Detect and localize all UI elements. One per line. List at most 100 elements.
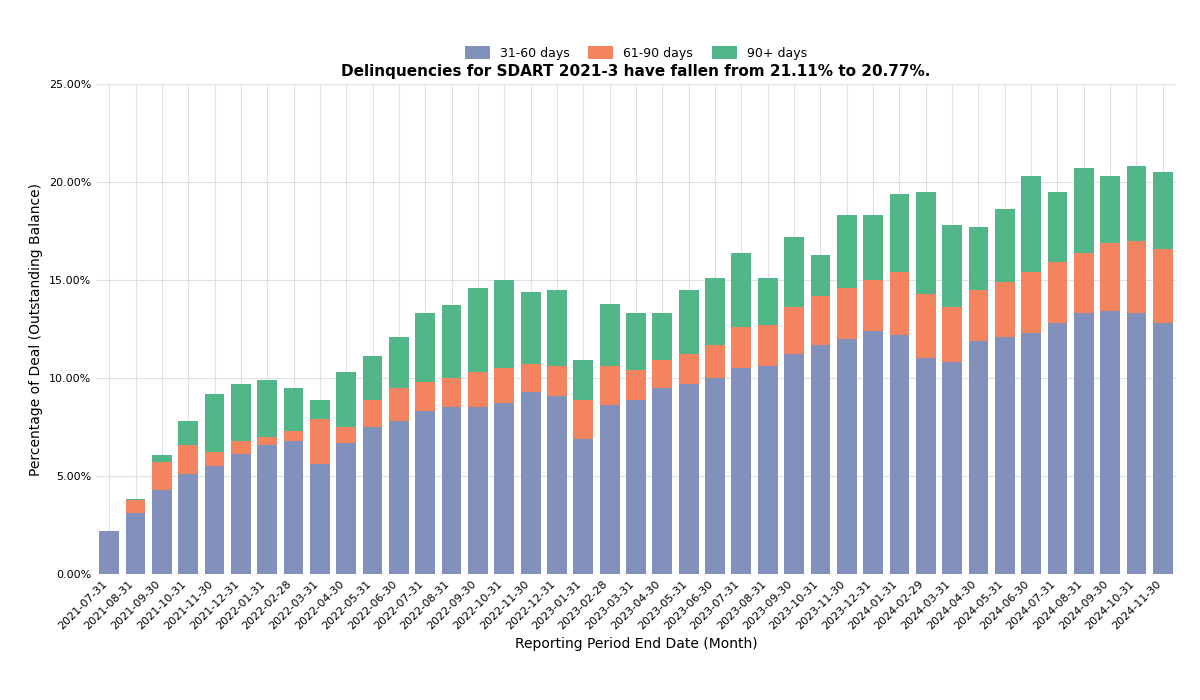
Bar [230, 454, 251, 574]
Bar [1153, 172, 1172, 248]
Bar [889, 335, 910, 574]
Bar [732, 368, 751, 574]
Bar [442, 305, 462, 378]
Bar [1048, 192, 1067, 262]
Bar [257, 380, 277, 437]
Bar [415, 412, 436, 574]
Bar [336, 372, 356, 427]
Bar [415, 382, 436, 412]
Bar [362, 427, 383, 574]
Bar [758, 366, 778, 574]
Bar [574, 360, 593, 400]
Bar [968, 290, 989, 341]
Bar [468, 407, 488, 574]
Bar [916, 294, 936, 358]
Bar [389, 388, 409, 421]
Bar [283, 441, 304, 574]
Title: Delinquencies for SDART 2021-3 have fallen from 21.11% to 20.77%.: Delinquencies for SDART 2021-3 have fall… [341, 64, 931, 78]
Bar [574, 400, 593, 439]
Bar [468, 372, 488, 407]
Bar [706, 378, 725, 574]
Bar [968, 227, 989, 290]
Bar [784, 354, 804, 574]
Bar [389, 421, 409, 574]
Bar [863, 331, 883, 574]
Bar [547, 290, 566, 366]
Bar [468, 288, 488, 372]
Bar [810, 344, 830, 574]
Bar [1074, 314, 1093, 574]
Bar [995, 209, 1015, 282]
Bar [1100, 243, 1120, 312]
Bar [257, 437, 277, 444]
Bar [126, 513, 145, 574]
Bar [310, 464, 330, 574]
Bar [494, 403, 514, 574]
Bar [679, 354, 698, 384]
Bar [362, 356, 383, 400]
Bar [100, 531, 119, 574]
Bar [600, 405, 619, 574]
Bar [547, 395, 566, 574]
Bar [758, 325, 778, 366]
Bar [336, 442, 356, 574]
Bar [706, 344, 725, 378]
Bar [205, 466, 224, 574]
Bar [1074, 253, 1093, 314]
Bar [1048, 323, 1067, 574]
Bar [1127, 241, 1146, 314]
Bar [521, 392, 540, 574]
Bar [179, 421, 198, 444]
Bar [126, 498, 145, 500]
Bar [494, 368, 514, 403]
Bar [810, 295, 830, 344]
Bar [995, 337, 1015, 574]
Bar [230, 384, 251, 441]
Bar [179, 474, 198, 574]
Bar [494, 280, 514, 368]
Bar [653, 388, 672, 574]
Bar [732, 327, 751, 368]
Bar [1127, 314, 1146, 574]
Bar [995, 282, 1015, 337]
Bar [942, 225, 962, 307]
Bar [152, 456, 172, 462]
Bar [1048, 262, 1067, 323]
Bar [442, 407, 462, 574]
Legend: 31-60 days, 61-90 days, 90+ days: 31-60 days, 61-90 days, 90+ days [460, 41, 812, 65]
Bar [1100, 176, 1120, 243]
Bar [600, 366, 619, 405]
Bar [784, 237, 804, 307]
Bar [942, 307, 962, 363]
Bar [283, 388, 304, 431]
Bar [389, 337, 409, 388]
Bar [1074, 168, 1093, 253]
Bar [916, 192, 936, 294]
Bar [521, 364, 540, 392]
Bar [679, 384, 698, 574]
Bar [152, 462, 172, 490]
Bar [653, 360, 672, 388]
Bar [758, 278, 778, 325]
Bar [1153, 248, 1172, 323]
Bar [310, 400, 330, 419]
Bar [706, 278, 725, 344]
Bar [626, 314, 646, 370]
Bar [1127, 167, 1146, 241]
Y-axis label: Percentage of Deal (Outstanding Balance): Percentage of Deal (Outstanding Balance) [29, 183, 43, 475]
Bar [836, 288, 857, 339]
Bar [283, 431, 304, 441]
Bar [653, 314, 672, 360]
Bar [836, 339, 857, 574]
Bar [336, 427, 356, 442]
Bar [310, 419, 330, 464]
Bar [126, 500, 145, 513]
Bar [626, 370, 646, 400]
Bar [942, 363, 962, 574]
Bar [205, 393, 224, 452]
Bar [679, 290, 698, 354]
Bar [1021, 333, 1042, 574]
Bar [863, 280, 883, 331]
Bar [889, 272, 910, 335]
Bar [574, 439, 593, 574]
